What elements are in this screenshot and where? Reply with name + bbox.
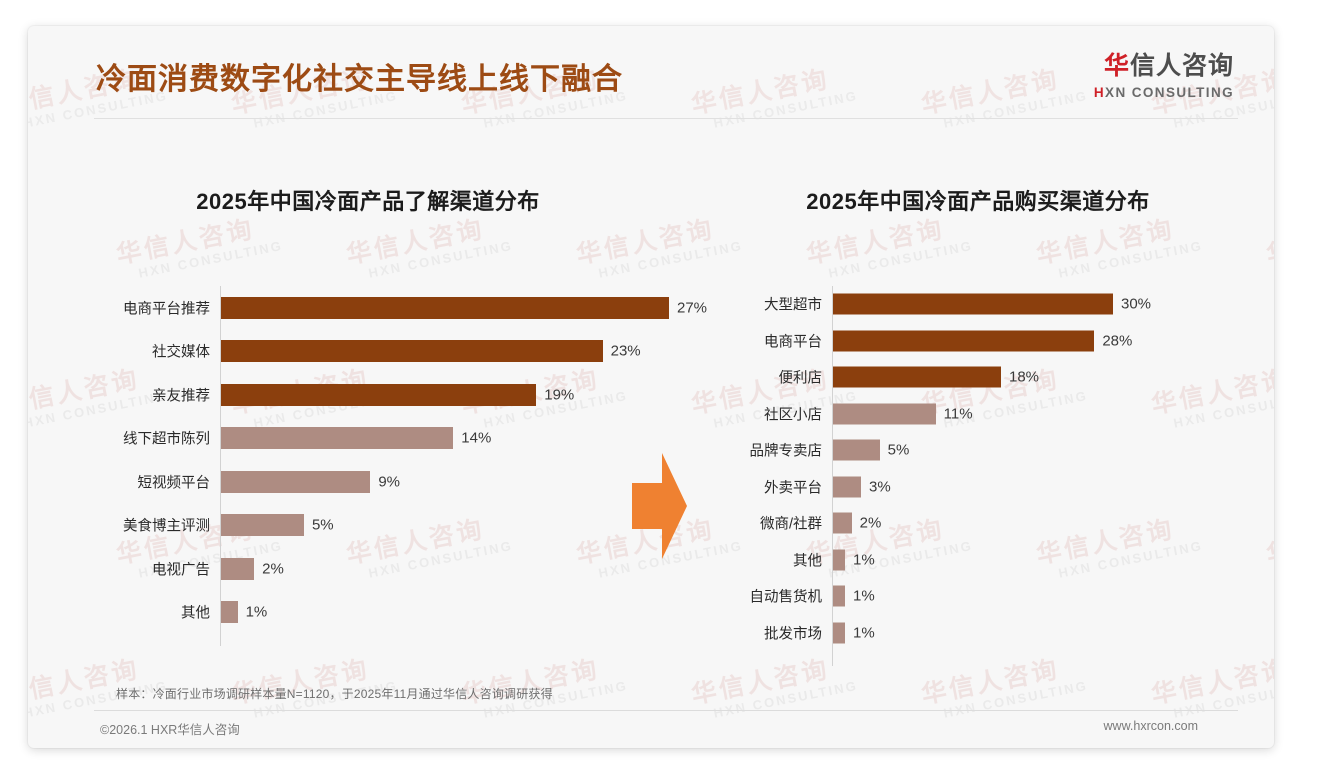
chart-axis-line-right [832,286,833,666]
header-divider [94,118,1238,119]
bar-segment [833,549,845,571]
logo-rest-chars: 信人咨询 [1129,52,1234,80]
bar-value-label: 14% [461,429,492,447]
bar-segment [221,340,603,363]
bar-segment [221,514,304,537]
slide-card: 华信人咨询 HXN CONSULTING 华信人咨询 HXN CONSULTING 华信… [28,26,1274,748]
chart-bar-row: 品牌专卖店 5% [718,432,1238,469]
bar-value-label: 1% [853,587,875,605]
bar-segment [833,512,852,534]
footer-copyright: ©2026.1 HXR华信人咨询 [100,723,240,737]
bar-segment [833,366,1001,388]
bar-value-label: 1% [853,551,875,569]
bar-segment [221,557,255,580]
bar-value-label: 5% [311,516,334,534]
bar-value-label: 11% [943,405,973,423]
chart-bar-row: 社交媒体 23% [68,330,668,374]
logo-english-text: HXN CONSULTING [1094,86,1234,100]
bar-category-label: 电商平台 [764,334,822,351]
bar-category-label: 电商平台推荐 [123,301,210,318]
slide-header: 冷面消费数字化社交主导线上线下融合 华信人咨询 HXN CONSULTING [28,26,1274,126]
chart-bar-row: 电商平台 28% [718,323,1238,360]
bar-value-label: 1% [853,624,875,642]
bar-value-label: 27% [677,299,708,317]
bar-category-label: 批发市场 [764,626,822,643]
bar-chart-awareness: 电商平台推荐 27% 社交媒体 23% 亲友推荐 19% 线下超市陈列 14% 短视频平台 9% 美… [68,286,707,646]
footer-divider [94,710,1238,711]
chart-bar-row: 大型超市 30% [718,286,1238,323]
chart-bar-row: 电视广告 2% [68,547,668,591]
logo-accent-char: 华 [1103,52,1130,80]
bar-category-label: 社交媒体 [152,344,210,361]
bar-category-label: 微商/社群 [759,516,822,533]
chart-title-left: 2025年中国冷面产品了解渠道分布 [196,189,540,214]
bar-segment [221,601,238,624]
bar-value-label: 5% [887,441,910,459]
bar-value-label: 1% [245,603,268,621]
bar-category-label: 美食博主评测 [123,518,210,535]
chart-bar-row: 批发市场 1% [718,615,1238,652]
chart-bar-row: 社区小店 11% [718,396,1238,433]
sample-footnote: 样本：冷面行业市场调研样本量N=1120，于2025年11月通过华信人咨询调研获… [116,687,553,701]
bar-category-label: 短视频平台 [137,475,211,492]
bar-category-label: 大型超市 [764,297,822,314]
bar-category-label: 品牌专卖店 [749,443,823,460]
chart-bar-row: 其他 1% [718,542,1238,579]
bar-segment [833,403,936,425]
bar-segment [221,427,454,450]
chart-bar-row: 亲友推荐 19% [68,373,668,417]
bar-category-label: 自动售货机 [749,589,823,606]
bar-segment [221,296,669,319]
chart-bar-row: 线下超市陈列 14% [68,417,668,461]
logo-en-accent: H [1093,85,1106,100]
charts-area: 2025年中国冷面产品了解渠道分布 电商平台推荐 27% 社交媒体 23% 亲友推荐 19… [28,126,1274,686]
chart-bar-row: 其他 1% [68,591,668,635]
bar-category-label: 外卖平台 [764,480,822,497]
chart-bar-row: 美食博主评测 5% [68,504,668,548]
bar-category-label: 社区小店 [764,407,822,424]
bar-value-label: 28% [1102,332,1133,350]
bar-category-label: 其他 [181,605,210,622]
bar-chart-purchase: 大型超市 30% 电商平台 28% 便利店 18% 社区小店 11% 品牌专卖店 5% 外卖平台 3%… [718,286,1238,666]
bar-category-label: 亲友推荐 [152,388,210,405]
bar-segment [833,330,1095,352]
bar-value-label: 19% [544,386,575,404]
chart-bar-row: 便利店 18% [718,359,1238,396]
bar-category-label: 电视广告 [152,562,210,579]
chart-bar-row: 电商平台推荐 27% [68,286,707,330]
chart-title-right: 2025年中国冷面产品购买渠道分布 [806,189,1150,214]
bar-segment [833,585,845,607]
bar-value-label: 23% [610,342,641,360]
logo-en-rest: XN CONSULTING [1105,85,1234,100]
bar-category-label: 其他 [793,553,822,570]
chart-axis-line-left [220,286,221,646]
bar-category-label: 便利店 [778,370,823,387]
logo-chinese-text: 华信人咨询 [1094,54,1234,79]
bar-value-label: 2% [859,514,882,532]
bar-segment [221,470,371,493]
bar-segment [221,383,537,406]
bar-value-label: 30% [1121,295,1152,313]
bar-segment [833,439,880,461]
chart-bar-row: 外卖平台 3% [718,469,1238,506]
footer-website: www.hxrcon.com [1103,719,1198,733]
bar-segment [833,622,845,644]
chart-bar-row: 微商/社群 2% [718,505,1238,542]
chart-bar-row: 自动售货机 1% [718,578,1238,615]
company-logo: 华信人咨询 HXN CONSULTING [1094,54,1234,100]
bar-category-label: 线下超市陈列 [123,431,210,448]
chart-panel-purchase: 2025年中国冷面产品购买渠道分布 大型超市 30% 电商平台 28% 便利店 18% 社区… [718,126,1238,686]
chart-bar-row: 短视频平台 9% [68,460,668,504]
page-title: 冷面消费数字化社交主导线上线下融合 [96,63,623,96]
chart-panel-awareness: 2025年中国冷面产品了解渠道分布 电商平台推荐 27% 社交媒体 23% 亲友推荐 19… [68,126,707,686]
bar-value-label: 18% [1009,368,1040,386]
flow-arrow-right-icon [632,451,688,561]
bar-segment [833,476,861,498]
bar-value-label: 3% [869,478,891,496]
bar-segment [833,293,1113,315]
bar-value-label: 9% [378,473,401,491]
bar-value-label: 2% [262,560,284,578]
